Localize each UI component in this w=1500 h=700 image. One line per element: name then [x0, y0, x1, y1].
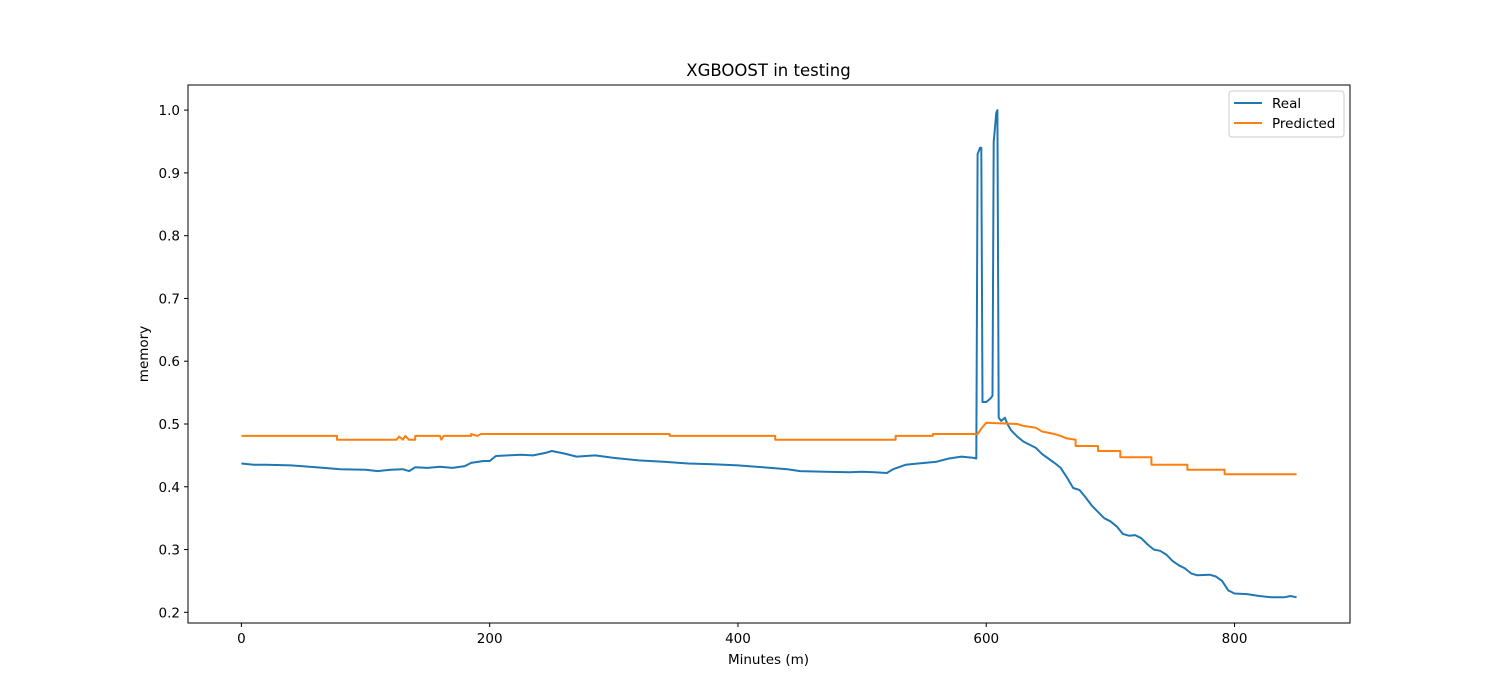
y-tick-label: 1.0: [159, 103, 180, 119]
y-tick-label: 0.9: [159, 166, 180, 182]
x-axis-label: Minutes (m): [728, 652, 809, 668]
y-tick-label: 0.6: [159, 354, 180, 370]
y-tick-label: 0.8: [159, 229, 180, 245]
x-tick-label: 400: [725, 631, 751, 647]
series-line-real: [241, 109, 1297, 599]
legend-label-real: Real: [1272, 96, 1301, 112]
y-tick-label: 0.7: [159, 291, 180, 307]
series-layer: [241, 109, 1297, 599]
x-tick-label: 200: [477, 631, 503, 647]
x-tick-label: 800: [1222, 631, 1248, 647]
y-axis: 0.2 0.3 0.4 0.5 0.6 0.7 0.8 0.9 1.0: [159, 103, 188, 621]
plot-frame: [187, 84, 1351, 624]
series-line-predicted: [241, 421, 1297, 476]
legend: Real Predicted: [1228, 90, 1345, 138]
legend-label-predicted: Predicted: [1272, 116, 1335, 132]
y-tick-label: 0.3: [159, 543, 180, 559]
y-tick-label: 0.5: [159, 417, 180, 433]
y-tick-label: 0.4: [159, 480, 180, 496]
y-axis-label: memory: [136, 326, 152, 382]
x-tick-label: 600: [973, 631, 999, 647]
x-axis: 0 200 400 600 800: [237, 623, 1247, 647]
chart-title: XGBOOST in testing: [686, 61, 850, 80]
x-tick-label: 0: [237, 631, 246, 647]
y-tick-label: 0.2: [159, 605, 180, 621]
